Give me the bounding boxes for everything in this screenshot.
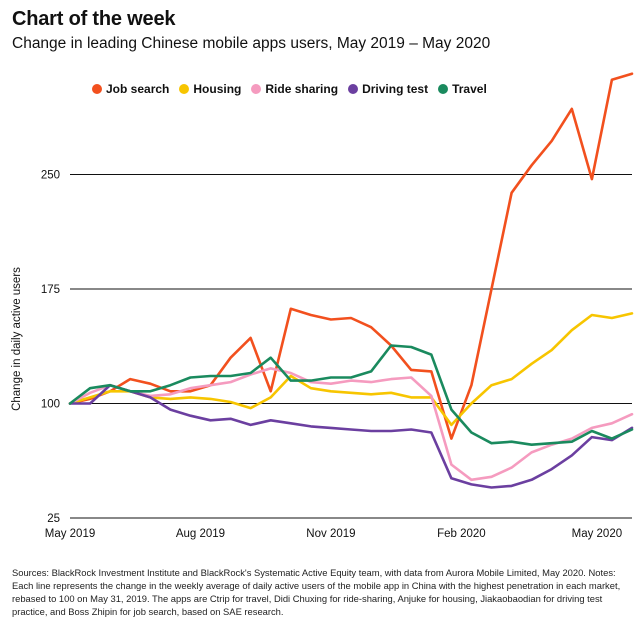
legend-swatch (348, 84, 359, 94)
series-line-driving-test (68, 383, 634, 489)
page-subtitle: Change in leading Chinese mobile apps us… (12, 35, 491, 52)
series-line-job-search (68, 72, 634, 440)
y-tick-label: 175 (41, 284, 60, 296)
legend-swatch (251, 84, 262, 94)
x-tick-label: May 2019 (45, 528, 96, 540)
legend: Job search Housing Ride sharing Driving tes… (92, 82, 497, 96)
series-line-travel (68, 344, 634, 447)
legend-label: Ride sharing (265, 82, 339, 96)
y-tick-label: 100 (41, 399, 60, 411)
series-line-housing (68, 312, 634, 427)
source-note: Sources: BlackRock Investment Institute … (12, 567, 621, 617)
legend-label: Job search (106, 82, 170, 96)
legend-label: Housing (193, 82, 242, 96)
legend-item-driving-test: Driving test (348, 82, 428, 96)
legend-swatch (438, 84, 449, 94)
y-tick-label: 25 (47, 513, 60, 525)
legend-swatch (92, 84, 102, 94)
y-axis-label: Change in daily active users (11, 267, 23, 411)
x-tick-label: May 2020 (572, 528, 623, 540)
legend-label: Travel (452, 82, 487, 96)
legend-swatch (179, 84, 190, 94)
y-tick-label: 250 (41, 170, 60, 182)
x-tick-label: Nov 2019 (306, 528, 355, 540)
x-tick-label: Aug 2019 (176, 528, 225, 540)
legend-label: Driving test (362, 82, 429, 96)
page-title: Chart of the week (12, 8, 176, 30)
legend-item-housing: Housing (179, 82, 241, 96)
legend-item-travel: Travel (438, 82, 487, 96)
legend-item-job-search: Job search (92, 82, 169, 96)
x-tick-label: Feb 2020 (437, 528, 486, 540)
line-chart: 25 100 175 250 May 2019 Aug 2019 Nov 2019 Feb 2… (11, 72, 634, 540)
legend-item-ride-sharing: Ride sharing (251, 82, 338, 96)
series-line-ride-sharing (68, 367, 634, 482)
